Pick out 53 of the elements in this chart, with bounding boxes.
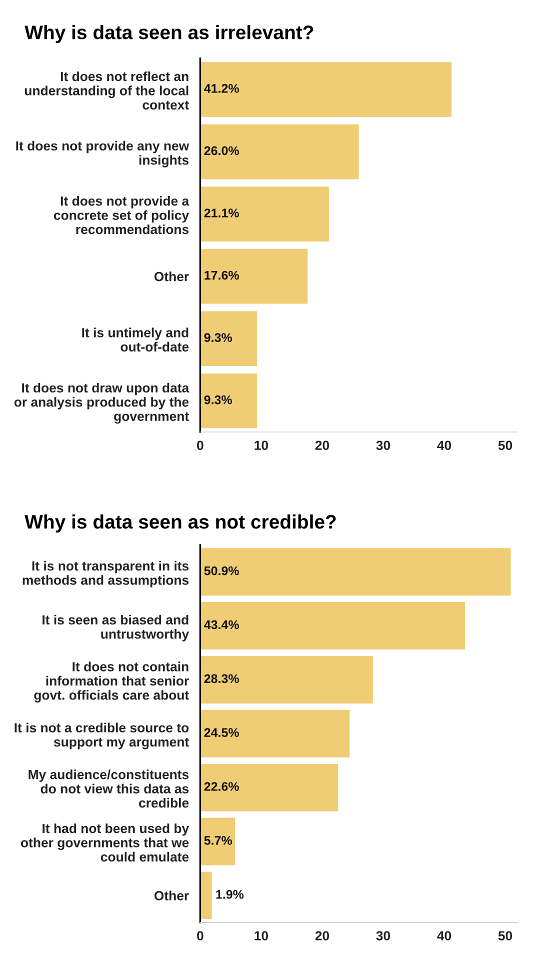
- y-tick-label: It is not a credible source to support my argument: [14, 722, 189, 750]
- x-tick-label: 40: [437, 440, 452, 450]
- x-tick-label: 20: [315, 440, 330, 450]
- bar: [200, 124, 359, 180]
- bar: [200, 311, 257, 366]
- y-tick-label: It does not provide a concrete set of policy recommendations: [54, 196, 190, 234]
- bar: [200, 710, 350, 758]
- y-tick-label: It is seen as biased and untrustworthy: [42, 614, 190, 642]
- y-tick-label: It does not contain information that senior govt. officials care about: [34, 662, 189, 702]
- y-tick-label: My audience/constituents do not view this data as credible: [28, 770, 189, 808]
- bar: [200, 818, 235, 866]
- x-tick-label: 10: [254, 440, 268, 450]
- x-tick-label: 10: [254, 931, 268, 940]
- x-tick-label: 40: [437, 931, 452, 940]
- y-tick-label: It does not reflect an understanding of the local context: [24, 71, 189, 110]
- data-label: 17.6%: [204, 270, 239, 280]
- data-label: 5.7%: [204, 836, 232, 845]
- y-tick-label: It is not transparent in its methods and assumptions: [22, 560, 189, 588]
- data-label: 22.6%: [204, 782, 239, 791]
- data-label: 1.9%: [216, 890, 244, 899]
- data-label: 41.2%: [204, 84, 239, 93]
- chart-title: Why is data seen as irrelevant?: [24, 24, 314, 44]
- y-tick-label: Other: [154, 272, 189, 282]
- x-tick-label: 50: [498, 440, 512, 450]
- data-label: 21.1%: [204, 208, 239, 218]
- data-label: 24.5%: [204, 728, 239, 737]
- bar: [200, 548, 511, 596]
- bar: [200, 602, 465, 650]
- y-tick-label: Other: [154, 890, 189, 900]
- x-tick-label: 20: [315, 931, 330, 940]
- bar: [200, 656, 373, 704]
- data-label: 26.0%: [204, 146, 239, 156]
- data-label: 9.3%: [204, 333, 232, 342]
- y-tick-label: It had not been used by other governments that we could emulate: [20, 823, 190, 862]
- data-label: 43.4%: [204, 620, 239, 630]
- y-tick-label: It does not draw upon data or analysis produced by the government: [14, 382, 190, 424]
- bar: [200, 373, 257, 428]
- bar: [200, 186, 329, 242]
- bar: [200, 62, 452, 117]
- data-label: 50.9%: [204, 566, 239, 576]
- x-tick-label: 30: [376, 440, 390, 450]
- chart-title: Why is data seen as not credible?: [24, 514, 336, 533]
- bar: [200, 872, 212, 920]
- data-label: 9.3%: [204, 395, 232, 404]
- data-label: 28.3%: [204, 674, 239, 684]
- y-tick-label: It is untimely and out-of-date: [82, 328, 189, 352]
- y-tick-label: It does not provide any new insights: [16, 140, 190, 168]
- bar: [200, 764, 338, 812]
- x-tick-label: 50: [498, 931, 512, 940]
- bar: [200, 248, 308, 304]
- x-tick-label: 0: [197, 440, 204, 450]
- x-tick-label: 0: [197, 931, 204, 940]
- x-tick-label: 30: [376, 931, 390, 940]
